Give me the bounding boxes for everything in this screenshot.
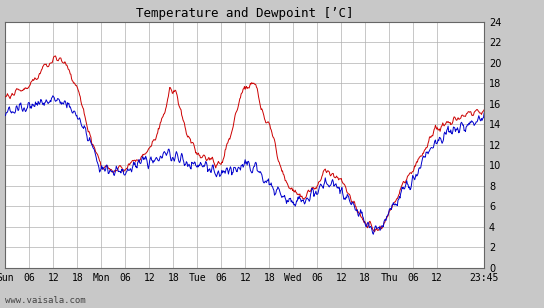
Title: Temperature and Dewpoint [’C]: Temperature and Dewpoint [’C] (136, 7, 354, 20)
Text: www.vaisala.com: www.vaisala.com (5, 296, 86, 305)
